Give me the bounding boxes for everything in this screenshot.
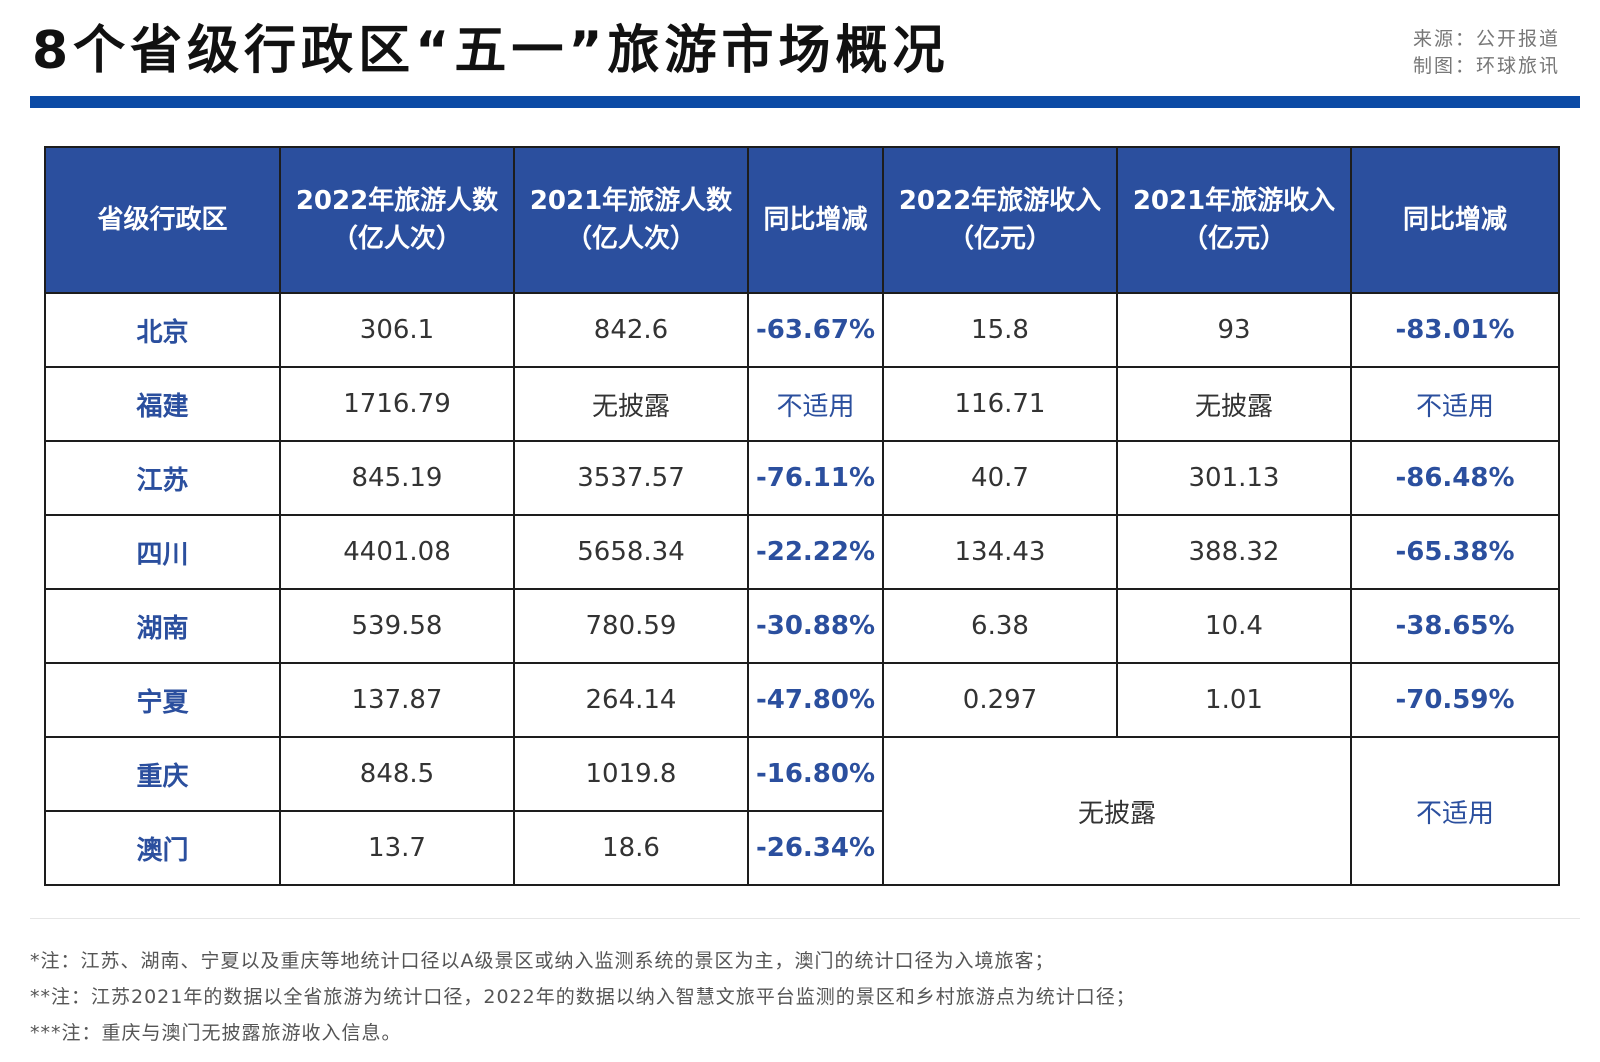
visitors-change-cell: -63.67% [747, 292, 884, 368]
income-change-cell: 不适用 [1350, 366, 1560, 442]
table-header-row: 省级行政区 2022年旅游人数 （亿人次） 2021年旅游人数 （亿人次） 同比增减… [44, 146, 1560, 294]
income-change-cell: -83.01% [1350, 292, 1560, 368]
visitors-2021-cell: 5658.34 [513, 514, 749, 590]
visitors-2022-cell: 539.58 [279, 588, 515, 664]
visitors-2021-cell: 3537.57 [513, 440, 749, 516]
income-2021-cell: 301.13 [1116, 440, 1352, 516]
visitors-2021-cell: 780.59 [513, 588, 749, 664]
header-visitors-change: 同比增减 [747, 146, 884, 294]
region-cell: 澳门 [44, 810, 281, 886]
visitors-2021-cell: 无披露 [513, 366, 749, 442]
income-2022-cell: 0.297 [882, 662, 1118, 738]
income-2021-cell: 388.32 [1116, 514, 1352, 590]
income-2022-cell: 6.38 [882, 588, 1118, 664]
visitors-2021-cell: 842.6 [513, 292, 749, 368]
income-2021-cell: 10.4 [1116, 588, 1352, 664]
visitors-change-cell: -47.80% [747, 662, 884, 738]
region-cell: 湖南 [44, 588, 281, 664]
table-row: 北京 306.1 842.6 -63.67% 15.8 93 -83.01% [44, 292, 1560, 368]
visitors-change-cell: -26.34% [747, 810, 884, 886]
table-row: 澳门 13.7 18.6 -26.34% [44, 810, 1559, 886]
header-income-2022: 2022年旅游收入 （亿元） [882, 146, 1118, 294]
footnote: **注：江苏2021年的数据以全省旅游为统计口径，2022年的数据以纳入智慧文旅… [30, 986, 1136, 1008]
visitors-2021-cell: 1019.8 [513, 736, 749, 812]
income-change-cell: -86.48% [1350, 440, 1560, 516]
visitors-2022-cell: 306.1 [279, 292, 515, 368]
visitors-2022-cell: 13.7 [279, 810, 515, 886]
visitors-change-cell: -22.22% [747, 514, 884, 590]
visitors-2022-cell: 4401.08 [279, 514, 515, 590]
table-row: 湖南 539.58 780.59 -30.88% 6.38 10.4 -38.6… [44, 588, 1560, 664]
visitors-2022-cell: 1716.79 [279, 366, 515, 442]
income-2021-cell: 1.01 [1116, 662, 1352, 738]
income-change-cell: -70.59% [1350, 662, 1560, 738]
footnote: *注：江苏、湖南、宁夏以及重庆等地统计口径以A级景区或纳入监测系统的景区为主，澳… [30, 950, 1055, 972]
income-2022-cell: 116.71 [882, 366, 1118, 442]
income-2021-cell: 93 [1116, 292, 1352, 368]
table-row: 重庆 848.5 1019.8 -16.80% 无披露 不适用 [44, 736, 1560, 886]
income-2022-cell: 40.7 [882, 440, 1118, 516]
income-change-cell: -38.65% [1350, 588, 1560, 664]
visitors-change-cell: 不适用 [747, 366, 884, 442]
table-row: 福建 1716.79 无披露 不适用 116.71 无披露 不适用 [44, 366, 1560, 442]
source-info: 来源：公开报道 制图：环球旅讯 [1413, 26, 1560, 80]
visitors-change-cell: -30.88% [747, 588, 884, 664]
region-cell: 北京 [44, 292, 281, 368]
header-region: 省级行政区 [44, 146, 281, 294]
page-title: 8个省级行政区“五一”旅游市场概况 [32, 21, 950, 81]
header-visitors-2021: 2021年旅游人数 （亿人次） [513, 146, 749, 294]
merged-income-cell: 无披露 [882, 736, 1352, 886]
tourism-table: 省级行政区 2022年旅游人数 （亿人次） 2021年旅游人数 （亿人次） 同比增减… [44, 146, 1560, 886]
footnote: ***注：重庆与澳门无披露旅游收入信息。 [30, 1022, 402, 1044]
merged-income-change-cell: 不适用 [1350, 736, 1560, 886]
region-cell: 福建 [44, 366, 281, 442]
region-cell: 重庆 [44, 736, 281, 812]
visitors-change-cell: -16.80% [747, 736, 884, 812]
header-income-2021: 2021年旅游收入 （亿元） [1116, 146, 1352, 294]
income-2022-cell: 134.43 [882, 514, 1118, 590]
footnotes: *注：江苏、湖南、宁夏以及重庆等地统计口径以A级景区或纳入监测系统的景区为主，澳… [30, 943, 1136, 1051]
visitors-2022-cell: 848.5 [279, 736, 515, 812]
title-underline-bar [30, 96, 1580, 108]
visitors-2022-cell: 845.19 [279, 440, 515, 516]
header-income-change: 同比增减 [1350, 146, 1560, 294]
notes-divider [30, 918, 1580, 919]
income-2021-cell: 无披露 [1116, 366, 1352, 442]
income-2022-cell: 15.8 [882, 292, 1118, 368]
chart-maker-line: 制图：环球旅讯 [1412, 55, 1560, 77]
income-change-cell: -65.38% [1350, 514, 1560, 590]
region-cell: 四川 [44, 514, 281, 590]
source-line: 来源：公开报道 [1412, 28, 1560, 50]
visitors-2021-cell: 264.14 [513, 662, 749, 738]
region-cell: 宁夏 [44, 662, 281, 738]
visitors-2021-cell: 18.6 [513, 810, 749, 886]
table-row: 江苏 845.19 3537.57 -76.11% 40.7 301.13 -8… [44, 440, 1560, 516]
region-cell: 江苏 [44, 440, 281, 516]
header-visitors-2022: 2022年旅游人数 （亿人次） [279, 146, 515, 294]
visitors-change-cell: -76.11% [747, 440, 884, 516]
table-row: 四川 4401.08 5658.34 -22.22% 134.43 388.32… [44, 514, 1560, 590]
visitors-2022-cell: 137.87 [279, 662, 515, 738]
table-row: 宁夏 137.87 264.14 -47.80% 0.297 1.01 -70.… [44, 662, 1560, 738]
